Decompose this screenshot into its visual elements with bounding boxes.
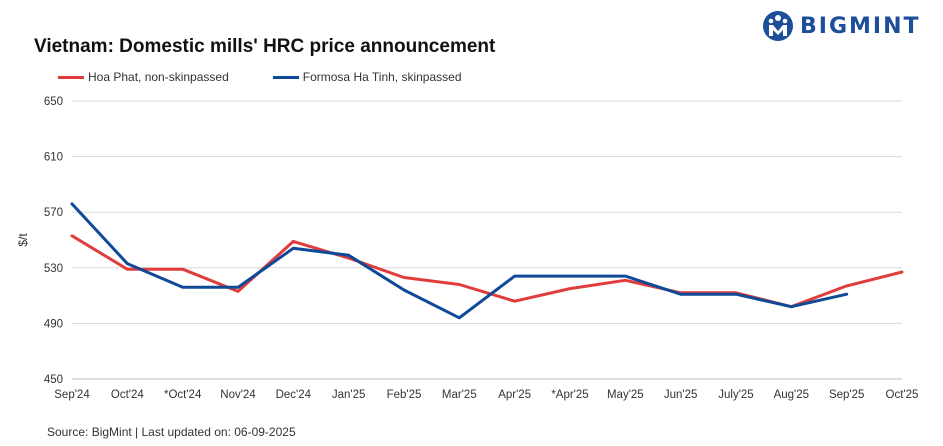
x-tick-label: Jan'25 <box>332 389 366 401</box>
y-axis-label: $/t <box>16 233 30 247</box>
x-tick-label: Dec'24 <box>276 389 312 401</box>
bigmint-logo-icon <box>763 11 793 41</box>
legend-label-hoa-phat: Hoa Phat, non-skinpassed <box>88 70 229 84</box>
x-tick-label: Aug'25 <box>774 389 809 401</box>
x-tick-label: Feb'25 <box>387 389 422 401</box>
y-tick-label: 530 <box>44 263 63 275</box>
x-tick-label: Mar'25 <box>442 389 477 401</box>
legend-swatch-hoa-phat <box>58 75 84 79</box>
y-tick-label: 610 <box>44 152 63 164</box>
series-line-formosa <box>70 202 849 320</box>
y-tick-label: 450 <box>44 374 63 386</box>
x-tick-label: Oct'25 <box>886 389 919 401</box>
y-tick-label: 650 <box>44 96 63 108</box>
x-tick-label: Jun'25 <box>664 389 698 401</box>
source-note: Source: BigMint | Last updated on: 06-09… <box>47 425 296 439</box>
chart-legend: Hoa Phat, non-skinpassed Formosa Ha Tinh… <box>58 70 506 84</box>
y-tick-label: 570 <box>44 207 63 219</box>
chart-title: Vietnam: Domestic mills' HRC price annou… <box>34 36 496 57</box>
x-tick-label: May'25 <box>607 389 644 401</box>
x-tick-label: Sep'24 <box>54 389 90 401</box>
x-tick-label: *Oct'24 <box>164 389 202 401</box>
y-tick-label: 490 <box>44 318 63 330</box>
legend-item-formosa: Formosa Ha Tinh, skinpassed <box>272 70 462 84</box>
brand-logo: BIGMINT <box>762 10 921 42</box>
x-tick-label: Apr'25 <box>498 389 531 401</box>
legend-label-formosa: Formosa Ha Tinh, skinpassed <box>302 70 462 84</box>
x-tick-label: Oct'24 <box>111 389 144 401</box>
legend-item-hoa-phat: Hoa Phat, non-skinpassed <box>58 70 229 84</box>
x-tick-label: Sep'25 <box>829 389 864 401</box>
brand-name: BIGMINT <box>800 13 921 39</box>
legend-swatch-formosa <box>272 75 299 79</box>
x-tick-label: *Apr'25 <box>551 389 588 401</box>
x-tick-label: Nov'24 <box>220 389 256 401</box>
x-tick-label: July'25 <box>718 389 753 401</box>
